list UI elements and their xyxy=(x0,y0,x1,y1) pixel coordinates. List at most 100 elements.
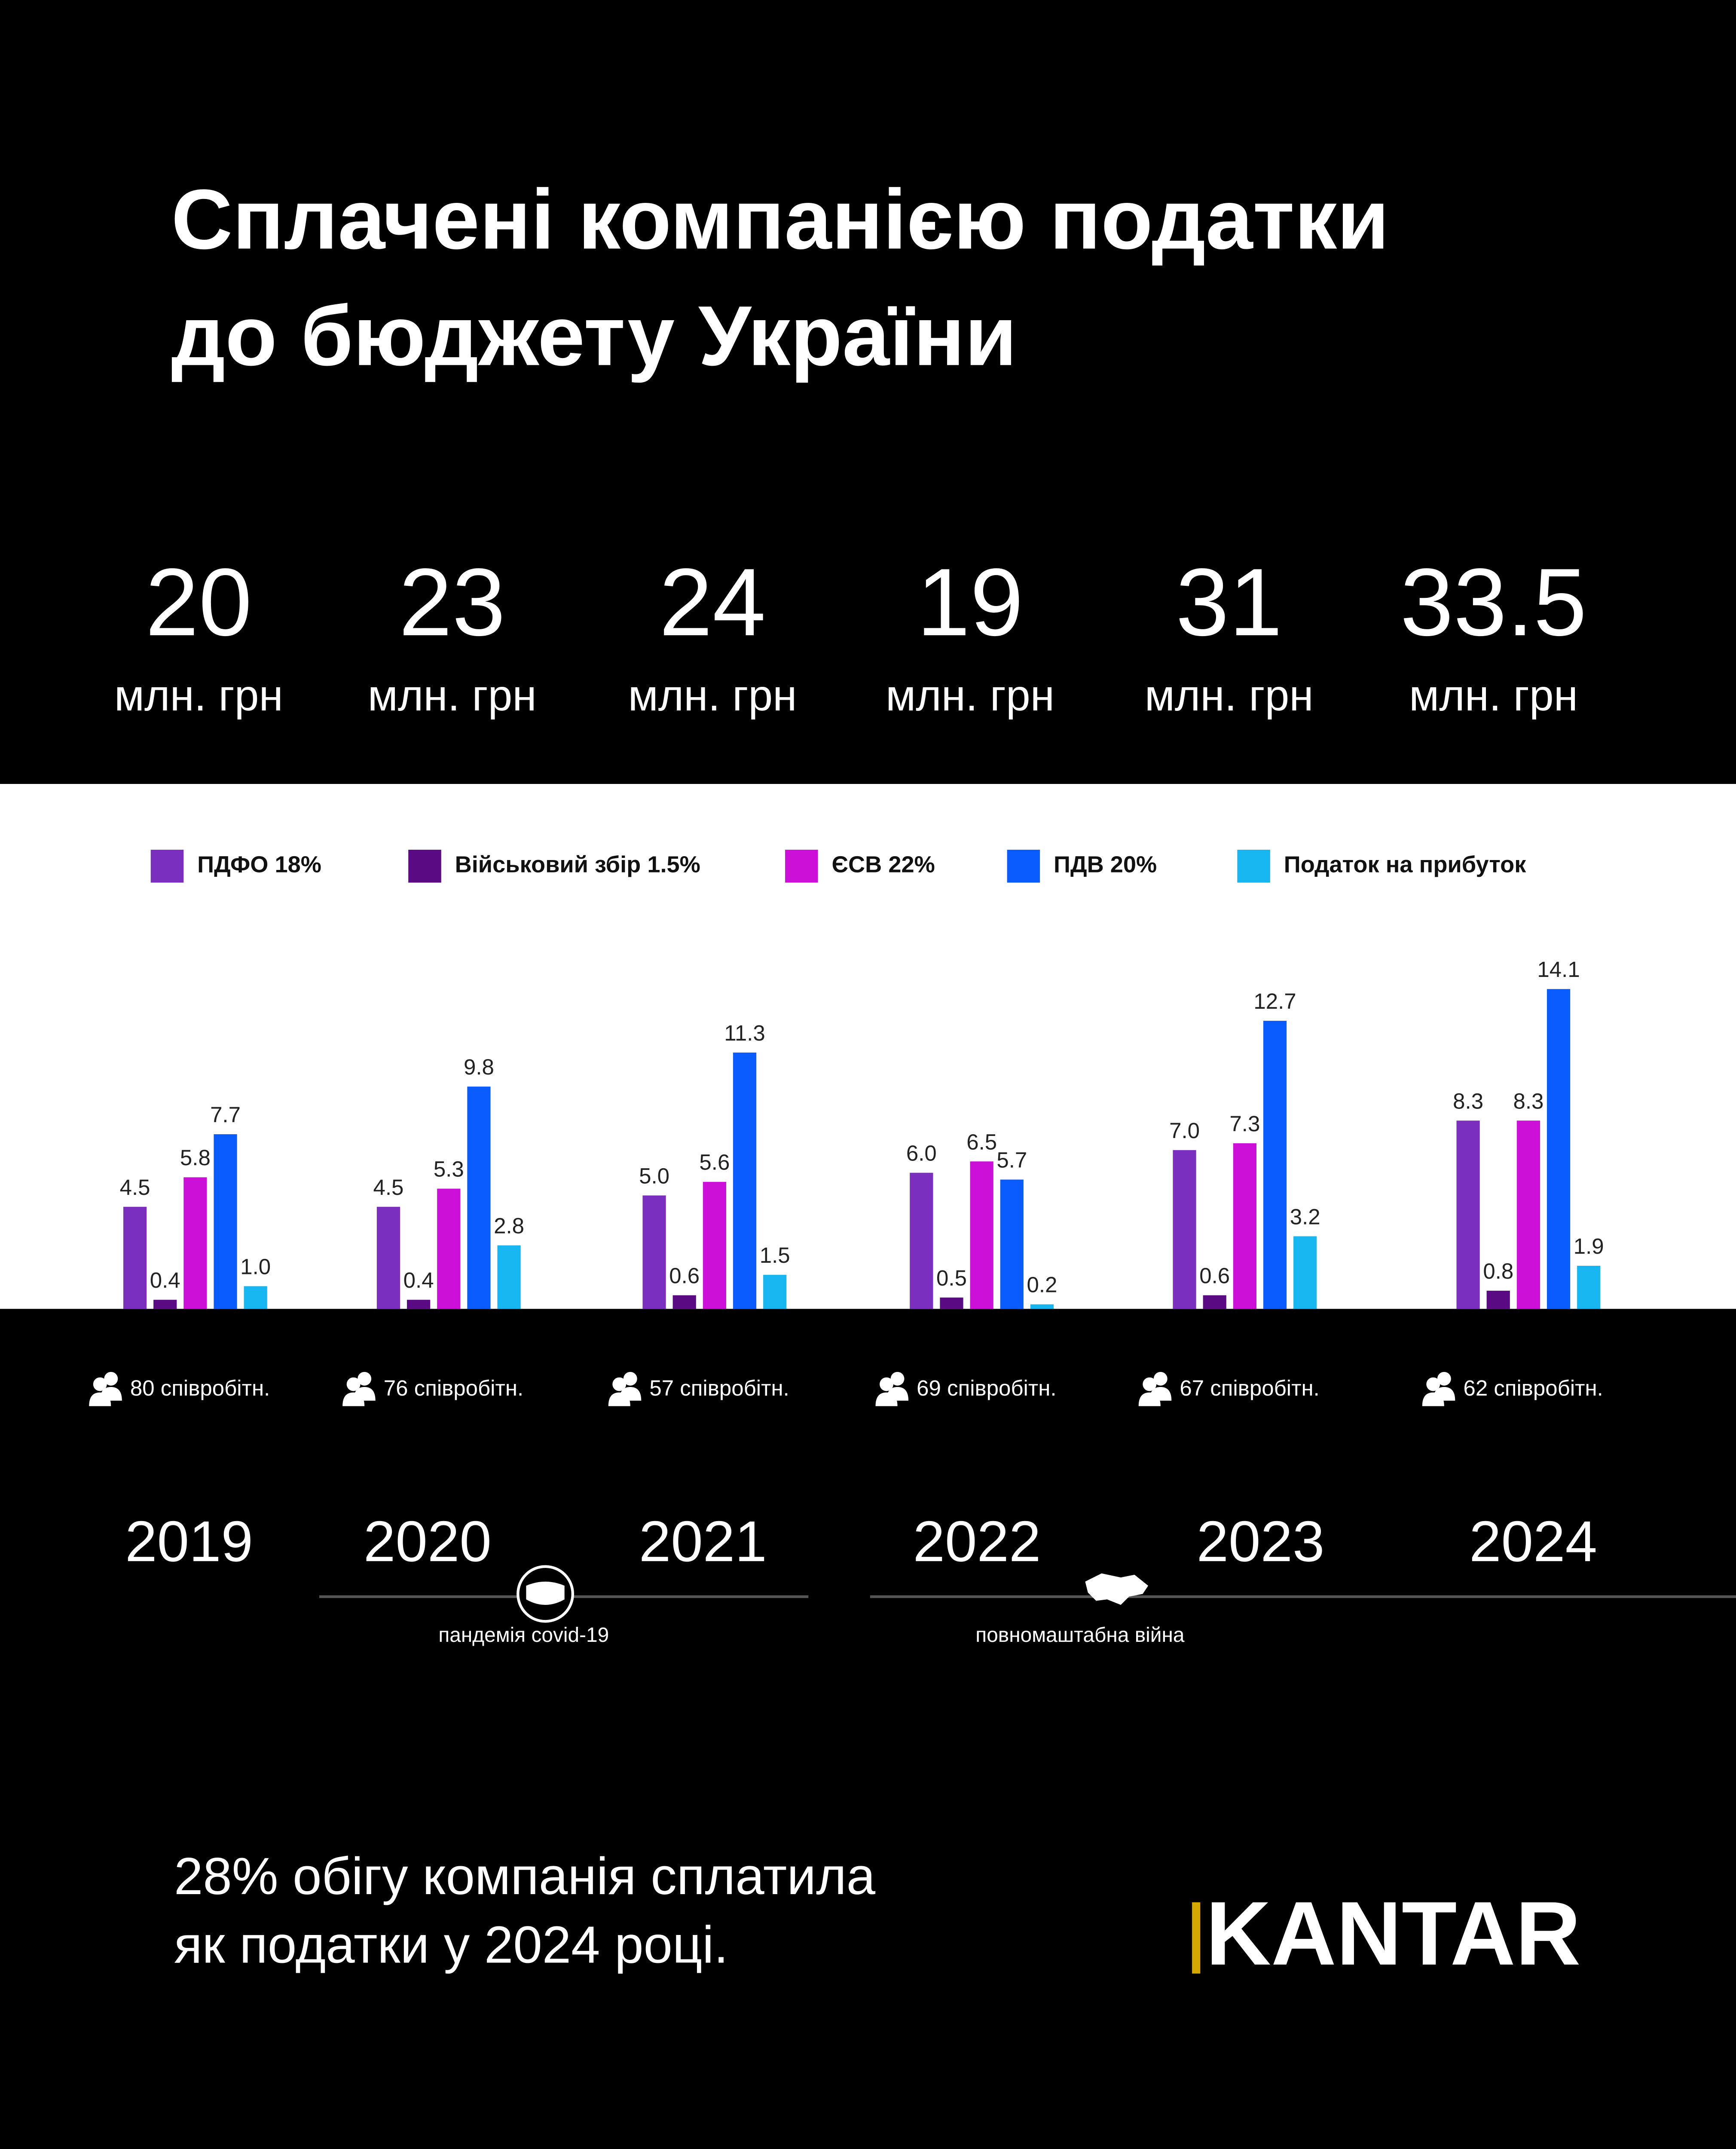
total-unit: млн. грн xyxy=(114,671,283,720)
annotation: повномаштабна війна xyxy=(975,1624,1185,1647)
value-label: 0.6 xyxy=(669,1264,700,1288)
value-label: 7.7 xyxy=(210,1102,241,1127)
bar xyxy=(703,1182,726,1309)
total-unit: млн. грн xyxy=(628,671,797,720)
value-label: 1.5 xyxy=(760,1243,790,1267)
employee-count: 76 співробітн. xyxy=(384,1376,523,1400)
value-label: 14.1 xyxy=(1537,957,1580,982)
bar xyxy=(407,1300,431,1309)
bar xyxy=(733,1052,757,1309)
bar xyxy=(910,1172,933,1309)
mask-icon xyxy=(517,1565,575,1623)
people-icon xyxy=(89,1371,122,1406)
value-label: 7.0 xyxy=(1169,1118,1200,1143)
value-label: 4.5 xyxy=(120,1175,150,1200)
legend-swatch xyxy=(150,850,184,883)
value-label: 0.8 xyxy=(1483,1259,1513,1283)
title: Сплачені компанією податки xyxy=(171,171,1389,266)
year-label: 2022 xyxy=(913,1509,1041,1573)
people-icon xyxy=(342,1371,376,1406)
people-icon xyxy=(875,1371,909,1406)
bar xyxy=(1263,1021,1287,1309)
bar xyxy=(672,1295,696,1309)
footer-text: як податки у 2024 році. xyxy=(174,1915,728,1974)
value-label: 5.3 xyxy=(434,1157,464,1182)
value-label: 0.6 xyxy=(1199,1264,1230,1288)
bar xyxy=(244,1286,267,1309)
bar xyxy=(153,1300,177,1309)
employee-count: 62 співробітн. xyxy=(1463,1376,1603,1400)
legend-label: ПДВ 20% xyxy=(1054,852,1157,878)
chart-panel xyxy=(0,784,1736,1309)
legend-swatch xyxy=(1237,850,1270,883)
bar xyxy=(642,1195,666,1309)
bar xyxy=(1173,1150,1196,1309)
bar xyxy=(1516,1120,1540,1309)
bar xyxy=(376,1206,400,1309)
value-label: 8.3 xyxy=(1513,1089,1543,1113)
value-label: 5.8 xyxy=(180,1145,211,1170)
legend-label: Військовий збір 1.5% xyxy=(455,852,700,878)
map-icon xyxy=(1085,1573,1149,1605)
title: до бюджету України xyxy=(171,288,1017,383)
value-label: 0.4 xyxy=(150,1268,180,1292)
bar xyxy=(214,1134,237,1309)
total-value: 31 xyxy=(1176,549,1282,656)
people-icon xyxy=(1138,1371,1172,1406)
value-label: 1.9 xyxy=(1574,1234,1604,1258)
bar xyxy=(1030,1304,1054,1309)
bar xyxy=(437,1188,461,1309)
total-value: 33.5 xyxy=(1400,549,1586,656)
year-label: 2023 xyxy=(1197,1509,1325,1573)
legend-label: ПДФО 18% xyxy=(197,852,321,878)
legend-label: Податок на прибуток xyxy=(1284,852,1526,878)
value-label: 3.2 xyxy=(1290,1204,1320,1229)
bar xyxy=(940,1297,963,1309)
people-icon xyxy=(1422,1371,1455,1406)
bar xyxy=(1203,1295,1226,1309)
value-label: 5.0 xyxy=(639,1163,669,1188)
people-icon xyxy=(608,1371,642,1406)
value-label: 4.5 xyxy=(373,1175,404,1200)
value-label: 6.0 xyxy=(906,1141,937,1166)
value-label: 0.4 xyxy=(403,1268,434,1292)
bar xyxy=(1456,1120,1480,1309)
bar xyxy=(183,1177,207,1309)
legend-swatch xyxy=(408,850,441,883)
bar xyxy=(763,1275,787,1309)
employee-count: 67 співробітн. xyxy=(1180,1376,1319,1400)
value-label: 0.5 xyxy=(936,1266,967,1290)
value-label: 8.3 xyxy=(1453,1089,1483,1113)
year-label: 2021 xyxy=(639,1509,767,1573)
bar xyxy=(123,1206,147,1309)
value-label: 0.2 xyxy=(1027,1273,1057,1297)
value-label: 12.7 xyxy=(1253,989,1296,1013)
bar xyxy=(1000,1179,1024,1309)
bar xyxy=(1233,1143,1256,1309)
value-label: 7.3 xyxy=(1229,1111,1260,1136)
total-value: 20 xyxy=(145,549,252,656)
total-value: 24 xyxy=(659,549,766,656)
employee-count: 57 співробітн. xyxy=(649,1376,789,1400)
value-label: 11.3 xyxy=(724,1021,765,1045)
bar xyxy=(1577,1266,1601,1309)
footer-text: 28% обігу компанія сплатила xyxy=(174,1847,876,1905)
legend-label: ЄСВ 22% xyxy=(832,852,935,878)
bar xyxy=(1486,1291,1510,1309)
employee-count: 69 співробітн. xyxy=(917,1376,1056,1400)
logo-bar xyxy=(1192,1902,1201,1974)
bar xyxy=(970,1161,993,1309)
total-value: 23 xyxy=(399,549,505,656)
legend-swatch xyxy=(1007,850,1040,883)
total-unit: млн. грн xyxy=(1145,671,1314,720)
total-value: 19 xyxy=(917,549,1023,656)
bar xyxy=(497,1245,521,1309)
legend-swatch xyxy=(785,850,818,883)
value-label: 2.8 xyxy=(494,1214,524,1238)
year-label: 2024 xyxy=(1469,1509,1597,1573)
annotation: пандемія covid-19 xyxy=(438,1624,609,1647)
year-label: 2019 xyxy=(125,1509,253,1573)
year-label: 2020 xyxy=(364,1509,492,1573)
